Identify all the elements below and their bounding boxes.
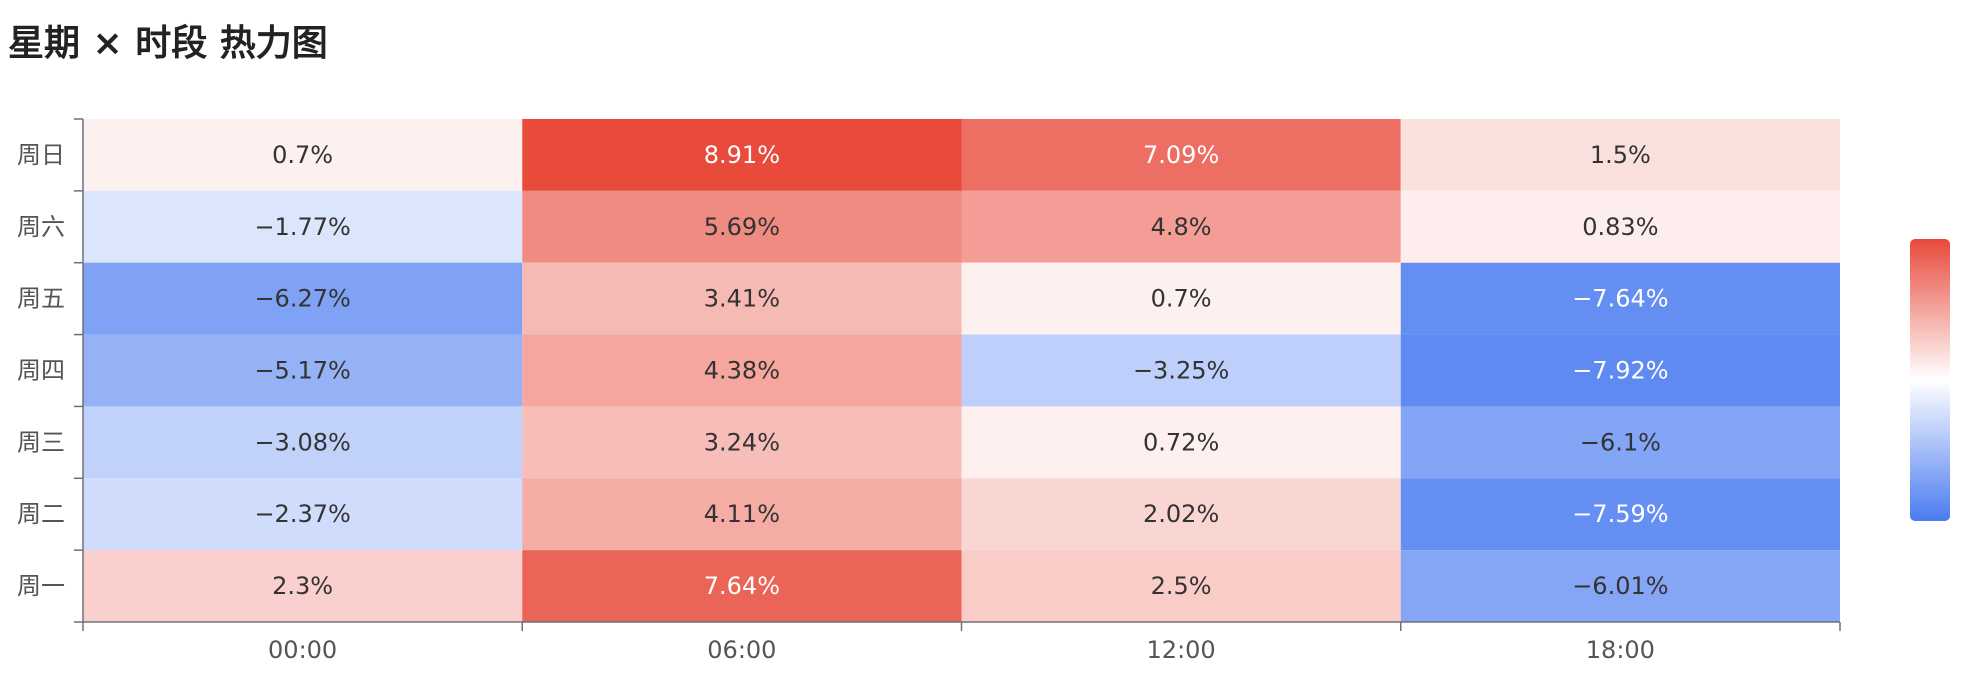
heatmap-cell [1400, 119, 1840, 191]
heatmap-cell [522, 119, 962, 191]
x-tick-label: 12:00 [1147, 636, 1216, 664]
cell-value-label: −7.64% [1572, 285, 1668, 313]
cell-value-label: −7.92% [1572, 357, 1668, 385]
cell-value-label: 2.02% [1143, 500, 1219, 528]
heatmap-cell [1400, 478, 1840, 551]
cell-value-label: 2.3% [272, 572, 333, 600]
y-tick-label: 周一 [17, 572, 65, 600]
heatmap-cell [1400, 334, 1840, 407]
heatmap-cell [961, 334, 1401, 407]
cell-value-label: 3.41% [704, 285, 780, 313]
heatmap-cell [961, 119, 1401, 191]
cell-value-label: −3.25% [1133, 357, 1229, 385]
cell-value-label: 0.7% [1151, 285, 1212, 313]
heatmap-cell [522, 550, 962, 622]
heatmap-cell [522, 406, 962, 479]
cell-value-label: 5.69% [704, 213, 780, 241]
cell-value-label: 2.5% [1151, 572, 1212, 600]
heatmap-cell [961, 406, 1401, 479]
heatmap-cell [522, 190, 962, 263]
heatmap-cell [522, 478, 962, 551]
x-tick-label: 18:00 [1586, 636, 1655, 664]
cell-value-label: 7.64% [704, 572, 780, 600]
cell-value-label: 4.38% [704, 357, 780, 385]
cell-value-label: 7.09% [1143, 141, 1219, 169]
y-tick-label: 周三 [17, 428, 65, 456]
chart-title: 星期 × 时段 热力图 [8, 23, 328, 64]
cell-value-label: −6.27% [254, 285, 350, 313]
cell-value-label: 3.24% [704, 428, 780, 456]
heatmap-cell [83, 334, 523, 407]
cell-value-label: 1.5% [1590, 141, 1651, 169]
cell-value-label: −6.01% [1572, 572, 1668, 600]
heatmap-cell [961, 262, 1401, 335]
cell-value-label: −2.37% [254, 500, 350, 528]
heatmap-cell [83, 190, 523, 263]
heatmap-cell [1400, 406, 1840, 479]
heatmap-cell [83, 406, 523, 479]
cell-value-label: 8.91% [704, 141, 780, 169]
y-tick-label: 周四 [17, 357, 65, 385]
heatmap-cell [522, 334, 962, 407]
cell-value-label: −6.1% [1580, 428, 1661, 456]
heatmap-cell [961, 190, 1401, 263]
cell-value-label: 0.7% [272, 141, 333, 169]
heatmap-cell [83, 119, 523, 191]
heatmap-cell [83, 478, 523, 551]
heatmap-cell [83, 262, 523, 335]
y-tick-label: 周日 [17, 141, 65, 169]
cell-value-label: −7.59% [1572, 500, 1668, 528]
cell-value-label: 4.8% [1151, 213, 1212, 241]
heatmap-cell [1400, 190, 1840, 263]
cell-value-label: 0.72% [1143, 428, 1219, 456]
heatmap-cell [961, 478, 1401, 551]
cell-value-label: −3.08% [254, 428, 350, 456]
y-tick-label: 周六 [17, 213, 65, 241]
heatmap-cell [1400, 550, 1840, 622]
cell-value-label: 4.11% [704, 500, 780, 528]
y-tick-label: 周五 [17, 285, 65, 313]
cell-value-label: 0.83% [1582, 213, 1658, 241]
heatmap-cell [83, 550, 523, 622]
color-legend-bar[interactable] [1910, 239, 1950, 521]
heatmap-cells: 0.7% 8.91% 7.09% 1.5% −1.77% 5.69% 4.8% 0.83% −6… [83, 119, 1840, 622]
heatmap-cell [961, 550, 1401, 622]
y-tick-label: 周二 [17, 500, 65, 528]
cell-value-label: −1.77% [254, 213, 350, 241]
color-legend [1910, 239, 1950, 521]
cell-value-label: −5.17% [254, 357, 350, 385]
x-tick-label: 00:00 [268, 636, 337, 664]
heatmap-cell [522, 262, 962, 335]
heatmap-cell [1400, 262, 1840, 335]
x-tick-label: 06:00 [707, 636, 776, 664]
